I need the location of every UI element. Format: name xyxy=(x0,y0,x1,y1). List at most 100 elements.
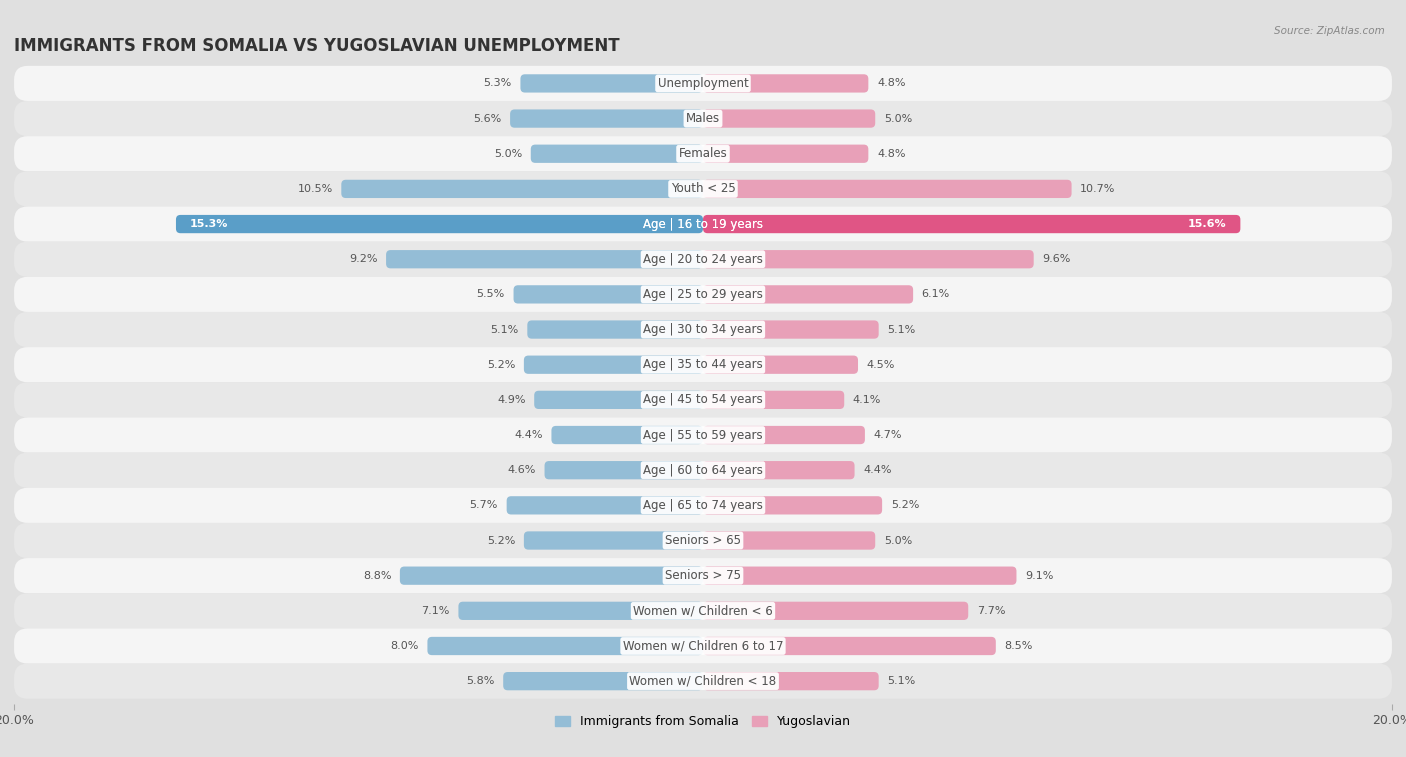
Text: 5.3%: 5.3% xyxy=(484,79,512,89)
Text: Seniors > 65: Seniors > 65 xyxy=(665,534,741,547)
FancyBboxPatch shape xyxy=(703,285,912,304)
FancyBboxPatch shape xyxy=(703,602,969,620)
Text: 5.1%: 5.1% xyxy=(887,676,915,686)
Text: Youth < 25: Youth < 25 xyxy=(671,182,735,195)
Text: Age | 60 to 64 years: Age | 60 to 64 years xyxy=(643,464,763,477)
Text: 5.1%: 5.1% xyxy=(491,325,519,335)
FancyBboxPatch shape xyxy=(506,496,703,515)
FancyBboxPatch shape xyxy=(14,417,1392,453)
FancyBboxPatch shape xyxy=(458,602,703,620)
Text: Women w/ Children < 6: Women w/ Children < 6 xyxy=(633,604,773,617)
Text: Age | 65 to 74 years: Age | 65 to 74 years xyxy=(643,499,763,512)
Text: 8.8%: 8.8% xyxy=(363,571,391,581)
Text: 4.6%: 4.6% xyxy=(508,466,536,475)
Text: IMMIGRANTS FROM SOMALIA VS YUGOSLAVIAN UNEMPLOYMENT: IMMIGRANTS FROM SOMALIA VS YUGOSLAVIAN U… xyxy=(14,37,620,55)
FancyBboxPatch shape xyxy=(703,461,855,479)
Text: Age | 16 to 19 years: Age | 16 to 19 years xyxy=(643,217,763,231)
Text: Unemployment: Unemployment xyxy=(658,77,748,90)
Text: Age | 55 to 59 years: Age | 55 to 59 years xyxy=(643,428,763,441)
Text: Youth < 25: Youth < 25 xyxy=(671,182,735,195)
FancyBboxPatch shape xyxy=(399,566,703,585)
Text: Age | 20 to 24 years: Age | 20 to 24 years xyxy=(643,253,763,266)
Text: 8.5%: 8.5% xyxy=(1004,641,1033,651)
FancyBboxPatch shape xyxy=(14,347,1392,382)
FancyBboxPatch shape xyxy=(703,637,995,655)
Text: 4.9%: 4.9% xyxy=(498,395,526,405)
Legend: Immigrants from Somalia, Yugoslavian: Immigrants from Somalia, Yugoslavian xyxy=(550,710,856,733)
Text: Women w/ Children < 18: Women w/ Children < 18 xyxy=(630,674,776,687)
Text: Seniors > 75: Seniors > 75 xyxy=(665,569,741,582)
FancyBboxPatch shape xyxy=(520,74,703,92)
FancyBboxPatch shape xyxy=(510,110,703,128)
Text: 5.6%: 5.6% xyxy=(474,114,502,123)
Text: 4.7%: 4.7% xyxy=(873,430,903,440)
Text: 5.5%: 5.5% xyxy=(477,289,505,299)
Text: 5.0%: 5.0% xyxy=(494,148,522,159)
Text: 5.2%: 5.2% xyxy=(891,500,920,510)
FancyBboxPatch shape xyxy=(14,453,1392,488)
Text: Age | 45 to 54 years: Age | 45 to 54 years xyxy=(643,394,763,407)
FancyBboxPatch shape xyxy=(176,215,703,233)
FancyBboxPatch shape xyxy=(14,136,1392,171)
Text: Women w/ Children < 18: Women w/ Children < 18 xyxy=(630,674,776,687)
FancyBboxPatch shape xyxy=(14,277,1392,312)
Text: Seniors > 75: Seniors > 75 xyxy=(665,569,741,582)
Text: 5.7%: 5.7% xyxy=(470,500,498,510)
FancyBboxPatch shape xyxy=(703,496,882,515)
FancyBboxPatch shape xyxy=(551,426,703,444)
FancyBboxPatch shape xyxy=(14,558,1392,593)
FancyBboxPatch shape xyxy=(14,523,1392,558)
FancyBboxPatch shape xyxy=(703,391,844,409)
FancyBboxPatch shape xyxy=(14,171,1392,207)
Text: Age | 25 to 29 years: Age | 25 to 29 years xyxy=(643,288,763,301)
FancyBboxPatch shape xyxy=(427,637,703,655)
FancyBboxPatch shape xyxy=(14,207,1392,241)
FancyBboxPatch shape xyxy=(703,531,875,550)
Text: Seniors > 65: Seniors > 65 xyxy=(665,534,741,547)
Text: 5.0%: 5.0% xyxy=(884,114,912,123)
FancyBboxPatch shape xyxy=(703,250,1033,269)
Text: Age | 35 to 44 years: Age | 35 to 44 years xyxy=(643,358,763,371)
Text: Age | 60 to 64 years: Age | 60 to 64 years xyxy=(643,464,763,477)
Text: 9.6%: 9.6% xyxy=(1042,254,1071,264)
FancyBboxPatch shape xyxy=(387,250,703,269)
Text: 4.8%: 4.8% xyxy=(877,148,905,159)
FancyBboxPatch shape xyxy=(703,74,869,92)
Text: 8.0%: 8.0% xyxy=(391,641,419,651)
Text: 9.1%: 9.1% xyxy=(1025,571,1053,581)
FancyBboxPatch shape xyxy=(14,628,1392,664)
Text: Males: Males xyxy=(686,112,720,125)
Text: Age | 30 to 34 years: Age | 30 to 34 years xyxy=(643,323,763,336)
FancyBboxPatch shape xyxy=(703,426,865,444)
Text: Unemployment: Unemployment xyxy=(658,77,748,90)
FancyBboxPatch shape xyxy=(14,66,1392,101)
FancyBboxPatch shape xyxy=(503,672,703,690)
Text: 4.4%: 4.4% xyxy=(863,466,891,475)
Text: Females: Females xyxy=(679,148,727,160)
FancyBboxPatch shape xyxy=(524,356,703,374)
Text: 9.2%: 9.2% xyxy=(349,254,377,264)
Text: Age | 45 to 54 years: Age | 45 to 54 years xyxy=(643,394,763,407)
FancyBboxPatch shape xyxy=(703,179,1071,198)
FancyBboxPatch shape xyxy=(524,531,703,550)
FancyBboxPatch shape xyxy=(703,110,875,128)
Text: Age | 35 to 44 years: Age | 35 to 44 years xyxy=(643,358,763,371)
Text: 4.8%: 4.8% xyxy=(877,79,905,89)
Text: Age | 16 to 19 years: Age | 16 to 19 years xyxy=(643,217,763,231)
Text: Age | 25 to 29 years: Age | 25 to 29 years xyxy=(643,288,763,301)
Text: 4.5%: 4.5% xyxy=(866,360,896,369)
Text: Females: Females xyxy=(679,148,727,160)
Text: Age | 65 to 74 years: Age | 65 to 74 years xyxy=(643,499,763,512)
FancyBboxPatch shape xyxy=(14,488,1392,523)
Text: 4.1%: 4.1% xyxy=(853,395,882,405)
Text: Age | 30 to 34 years: Age | 30 to 34 years xyxy=(643,323,763,336)
Text: 15.3%: 15.3% xyxy=(190,219,228,229)
Text: 10.5%: 10.5% xyxy=(298,184,333,194)
Text: Women w/ Children 6 to 17: Women w/ Children 6 to 17 xyxy=(623,640,783,653)
FancyBboxPatch shape xyxy=(703,215,1240,233)
Text: 5.2%: 5.2% xyxy=(486,360,515,369)
FancyBboxPatch shape xyxy=(14,593,1392,628)
Text: 5.8%: 5.8% xyxy=(467,676,495,686)
Text: 15.6%: 15.6% xyxy=(1188,219,1226,229)
Text: 5.2%: 5.2% xyxy=(486,535,515,546)
